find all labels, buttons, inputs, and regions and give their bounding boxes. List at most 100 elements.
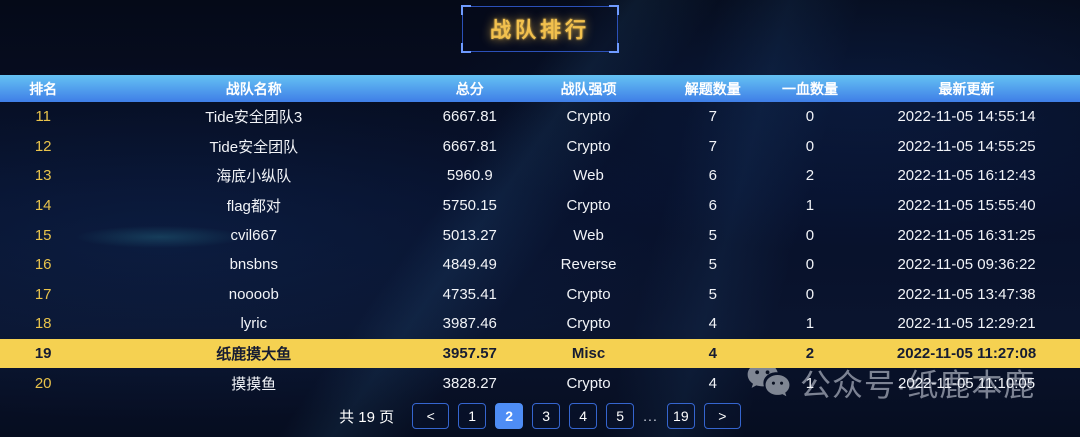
team-name-cell: bnsbns	[229, 256, 278, 274]
page-button-3[interactable]: 3	[532, 403, 561, 429]
updated-cell: 2022-11-05 11:10:05	[898, 374, 1036, 392]
rank-cell: 17	[34, 285, 52, 303]
first-blood-cell: 0	[805, 137, 815, 155]
prev-page-button[interactable]: <	[412, 403, 450, 429]
column-header: 战队强项	[560, 80, 617, 97]
updated-cell: 2022-11-05 11:27:08	[896, 345, 1037, 363]
score-cell: 3987.46	[442, 315, 497, 333]
column-header: 解题数量	[684, 80, 741, 97]
first-blood-cell: 0	[805, 256, 815, 274]
table-row[interactable]: 18 lyric 3987.46 Crypto 4 1 2022-11-05 12:29:2…	[0, 309, 1080, 339]
first-blood-cell: 0	[805, 226, 815, 244]
table-row[interactable]: 16 bnsbns 4849.49 Reverse 5 0 2022-11-05 09:36…	[0, 250, 1080, 280]
updated-cell: 2022-11-05 14:55:14	[897, 108, 1036, 126]
solved-cell: 7	[708, 137, 717, 155]
solved-cell: 4	[708, 345, 717, 363]
updated-cell: 2022-11-05 16:12:43	[897, 167, 1036, 185]
team-name-cell: 摸摸鱼	[231, 375, 277, 393]
team-name-cell: Tide安全团队	[209, 138, 299, 156]
table-row[interactable]: 14 flag都对 5750.15 Crypto 6 1 2022-11-05 15:55:…	[0, 191, 1080, 221]
column-header: 最新更新	[938, 80, 995, 97]
page-button-19[interactable]: 19	[666, 403, 695, 429]
first-blood-cell: 0	[805, 285, 815, 303]
updated-cell: 2022-11-05 15:55:40	[897, 197, 1036, 215]
rank-cell: 16	[34, 256, 52, 274]
frame-corner-icon	[609, 5, 619, 15]
score-cell: 4735.41	[442, 285, 497, 303]
solved-cell: 5	[708, 285, 717, 303]
pagination-pages: 1 2 3 4 5... 19	[458, 403, 695, 429]
frame-corner-icon	[461, 43, 471, 53]
rank-cell: 11	[35, 108, 51, 126]
strength-cell: Crypto	[566, 137, 611, 155]
table-row[interactable]: 19 纸鹿摸大鱼 3957.57 Misc 4 2 2022-11-05 11:27:08	[0, 338, 1080, 369]
rank-cell: 15	[34, 226, 52, 244]
updated-cell: 2022-11-05 16:31:25	[897, 226, 1036, 244]
strength-cell: Crypto	[566, 108, 611, 126]
team-name-cell: flag都对	[226, 198, 281, 216]
score-cell: 5013.27	[442, 226, 497, 244]
solved-cell: 7	[708, 108, 717, 126]
updated-cell: 2022-11-05 12:29:21	[897, 315, 1036, 333]
pagination-ellipsis[interactable]: ...	[643, 408, 658, 424]
team-name-cell: lyric	[240, 315, 268, 333]
total-pages-label: 共 19 页	[339, 408, 395, 426]
first-blood-cell: 2	[805, 345, 815, 363]
page-title-frame: 战队排行	[461, 5, 619, 53]
solved-cell: 5	[708, 256, 717, 274]
rank-cell: 19	[34, 345, 52, 363]
page-button-4[interactable]: 4	[569, 403, 598, 429]
solved-cell: 6	[708, 197, 717, 215]
strength-cell: Web	[573, 226, 604, 244]
next-page-button[interactable]: >	[703, 403, 741, 429]
rank-cell: 20	[34, 374, 52, 392]
table-row[interactable]: 11 Tide安全团队3 6667.81 Crypto 7 0 2022-11-05 14:…	[0, 102, 1080, 132]
table-row[interactable]: 20 摸摸鱼 3828.27 Crypto 4 1 2022-11-05 11:10:05	[0, 368, 1080, 398]
page-title: 战队排行	[490, 19, 590, 42]
rank-cell: 14	[34, 197, 52, 215]
score-cell: 6667.81	[442, 137, 497, 155]
score-cell: 3828.27	[442, 374, 497, 392]
team-name-cell: Tide安全团队3	[205, 109, 303, 127]
strength-cell: Reverse	[560, 256, 617, 274]
table-row[interactable]: 15 cvil667 5013.27 Web 5 0 2022-11-05 16:31:25	[0, 220, 1080, 250]
rank-cell: 18	[34, 315, 52, 333]
strength-cell: Crypto	[566, 285, 611, 303]
strength-cell: Crypto	[566, 315, 611, 333]
strength-cell: Crypto	[566, 197, 611, 215]
first-blood-cell: 1	[805, 315, 815, 333]
solved-cell: 5	[708, 226, 717, 244]
page-button-2[interactable]: 2	[495, 403, 524, 429]
score-cell: 3957.57	[442, 345, 497, 363]
page-button-5[interactable]: 5	[606, 403, 635, 429]
updated-cell: 2022-11-05 09:36:22	[897, 256, 1036, 274]
score-cell: 5960.9	[446, 167, 493, 185]
first-blood-cell: 2	[805, 167, 815, 185]
team-name-cell: cvil667	[230, 226, 278, 244]
first-blood-cell: 0	[805, 108, 815, 126]
table-row[interactable]: 13 海底小纵队 5960.9 Web 6 2 2022-11-05 16:12:43	[0, 161, 1080, 191]
solved-cell: 6	[708, 167, 717, 185]
rank-cell: 13	[34, 167, 52, 185]
strength-cell: Misc	[571, 345, 606, 363]
team-name-cell: 纸鹿摸大鱼	[216, 346, 292, 364]
strength-cell: Web	[573, 167, 604, 185]
table-header-row: 排名 战队名称 总分 战队强项 解题数量 一血数量 最新更新	[0, 75, 1080, 102]
column-header: 战队名称	[225, 80, 282, 97]
score-cell: 5750.15	[442, 197, 497, 215]
ranking-table: 排名 战队名称 总分 战队强项 解题数量 一血数量 最新更新 11 Tide安全团队3 6667…	[0, 75, 1080, 398]
solved-cell: 4	[708, 315, 717, 333]
team-name-cell: 海底小纵队	[216, 168, 292, 186]
frame-corner-icon	[461, 5, 471, 15]
frame-corner-icon	[609, 43, 619, 53]
score-cell: 4849.49	[442, 256, 497, 274]
updated-cell: 2022-11-05 13:47:38	[897, 285, 1036, 303]
table-row[interactable]: 12 Tide安全团队 6667.81 Crypto 7 0 2022-11-05 14:5…	[0, 132, 1080, 162]
solved-cell: 4	[708, 374, 717, 392]
team-name-cell: noooob	[228, 285, 279, 303]
table-row[interactable]: 17 noooob 4735.41 Crypto 5 0 2022-11-05 13:47:…	[0, 280, 1080, 310]
pagination: 共 19 页 < 1 2 3 4 5... 19 >	[0, 401, 1080, 431]
column-header: 一血数量	[781, 80, 838, 97]
page-button-1[interactable]: 1	[458, 403, 487, 429]
rank-cell: 12	[34, 137, 52, 155]
